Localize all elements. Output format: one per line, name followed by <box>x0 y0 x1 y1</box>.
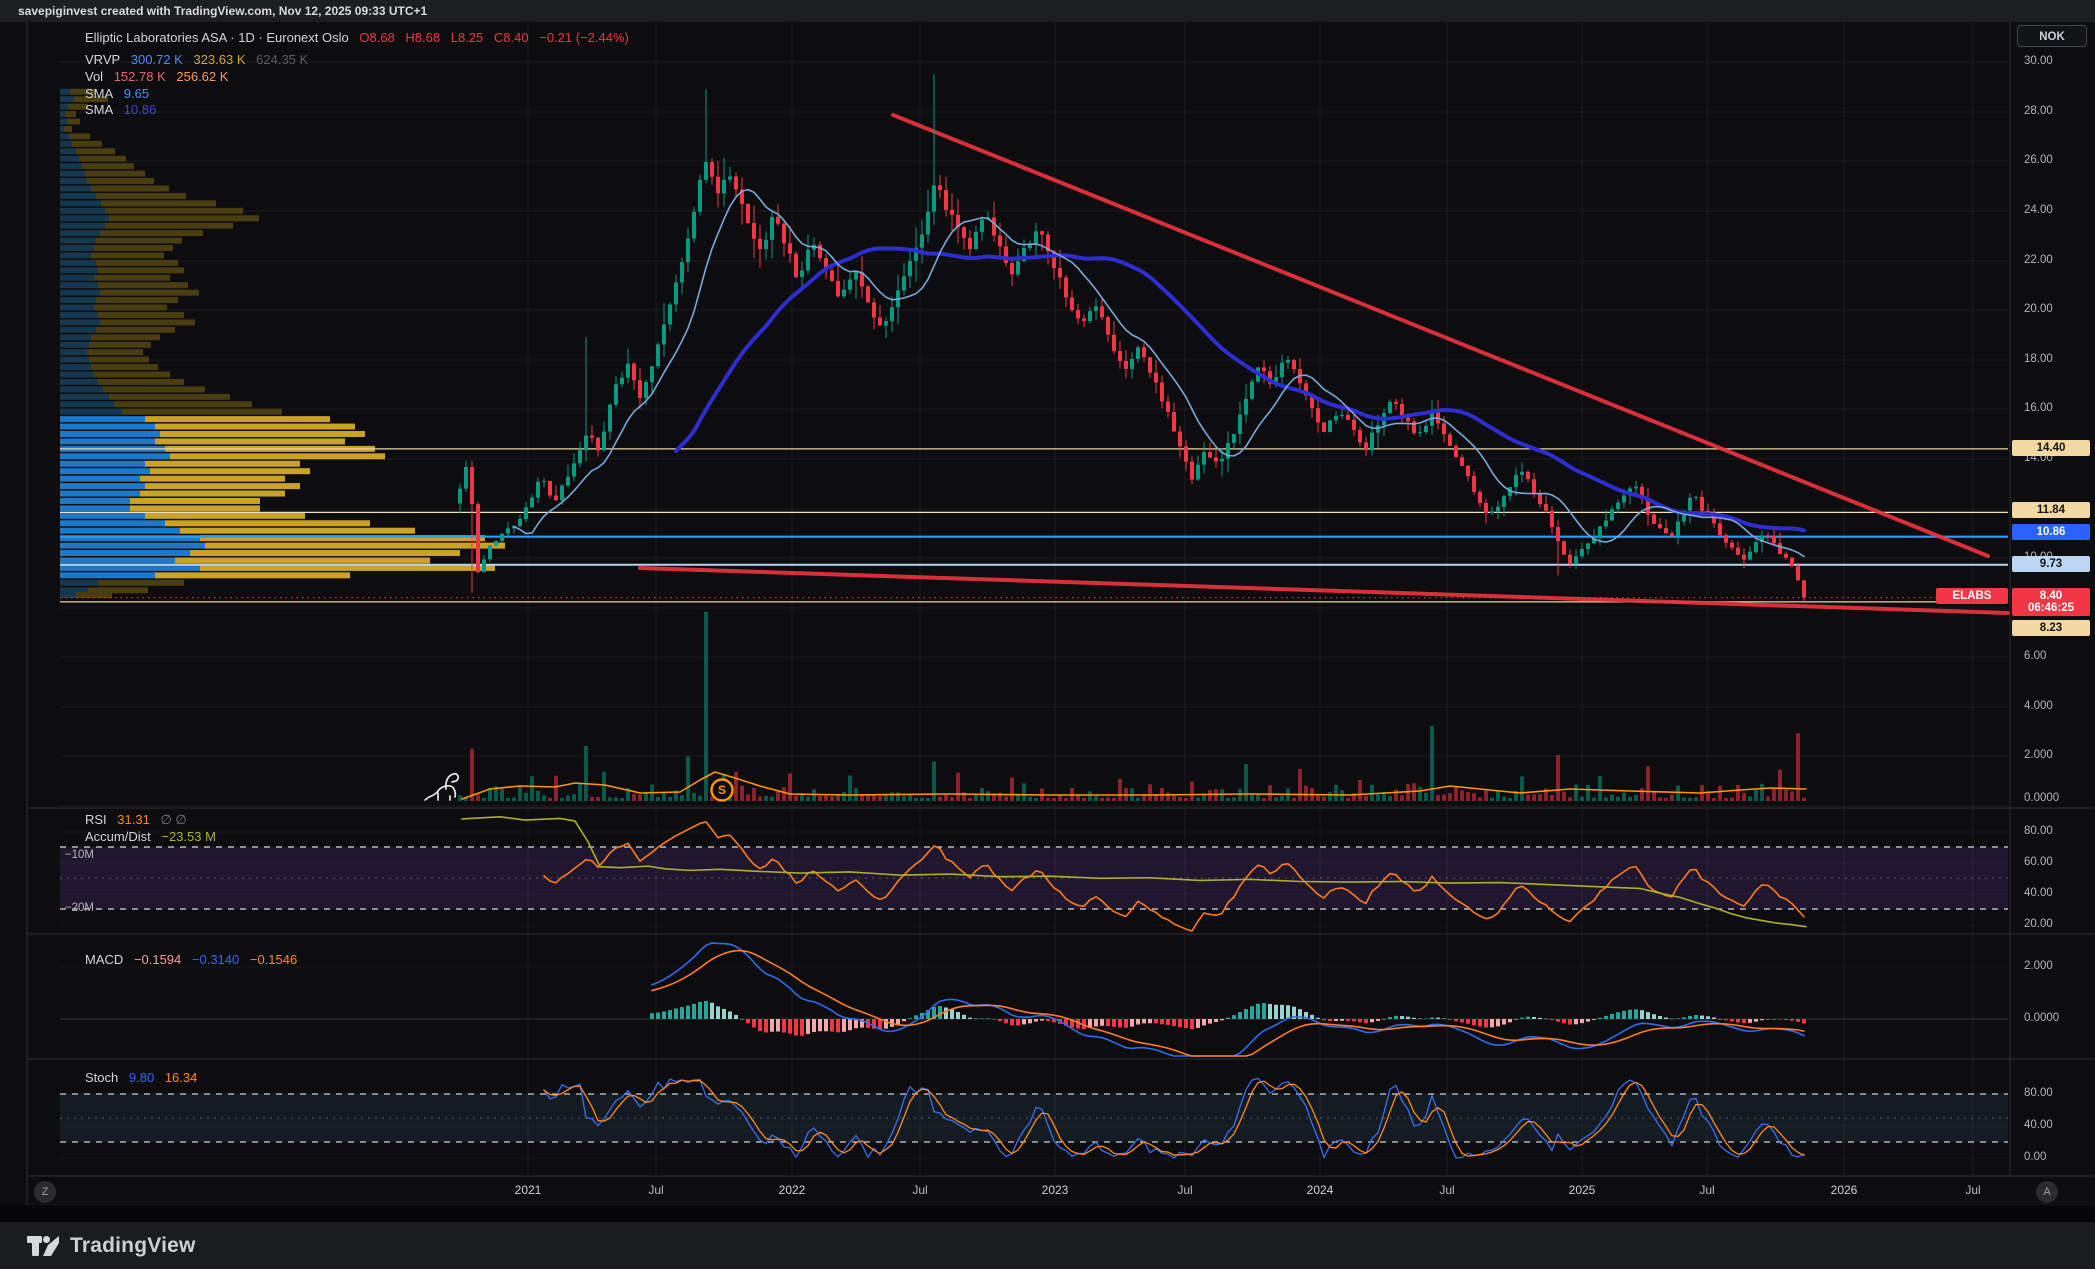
vol-value-2: 256.62 K <box>176 69 228 84</box>
sma-slow-label[interactable]: SMA <box>85 102 113 117</box>
price-axis-label: 0.0000 <box>2024 1012 2094 1024</box>
ohlc-change: −0.21 (−2.44%) <box>539 30 629 45</box>
price-axis-label: 80.00 <box>2024 1087 2094 1099</box>
countdown-timer: 06:46:25 <box>2012 602 2090 614</box>
price-axis-label: 40.00 <box>2024 1119 2094 1131</box>
price-axis-tag[interactable]: 8.23 <box>2012 620 2090 636</box>
price-axis-tag[interactable]: 9.73 <box>2012 556 2090 572</box>
sma-slow-value: 10.86 <box>124 102 157 117</box>
price-axis-label: 80.00 <box>2024 825 2094 837</box>
rsi-value: 31.31 <box>117 812 150 827</box>
time-axis-label: Jul <box>888 1183 952 1197</box>
ohlc-close: C8.40 <box>494 30 529 45</box>
price-axis-label: 20.00 <box>2024 918 2094 930</box>
price-axis-label: 4.000 <box>2024 700 2094 712</box>
time-axis-label: 2024 <box>1288 1183 1352 1197</box>
rsi-extra-icons: ∅ ∅ <box>160 812 186 827</box>
accum-dist-legend[interactable]: Accum/Dist −23.53 M <box>85 829 223 845</box>
time-axis-label: Jul <box>1415 1183 1479 1197</box>
macd-label[interactable]: MACD <box>85 952 123 967</box>
stoch-k-value: 9.80 <box>129 1070 154 1085</box>
footer-bar: TradingView <box>0 1222 2095 1269</box>
vrvp-label[interactable]: VRVP <box>85 52 120 67</box>
vol-label[interactable]: Vol <box>85 69 103 84</box>
price-axis-label: 60.00 <box>2024 856 2094 868</box>
price-axis-label: 2.000 <box>2024 749 2094 761</box>
sma-slow-legend[interactable]: SMA 10.86 <box>85 102 163 118</box>
stoch-legend[interactable]: Stoch 9.80 16.34 <box>85 1070 204 1086</box>
auto-scale-button[interactable]: A <box>2036 1181 2058 1203</box>
price-axis-label: 0.00 <box>2024 1151 2094 1163</box>
time-axis-label: Jul <box>624 1183 688 1197</box>
vrvp-legend[interactable]: VRVP 300.72 K 323.63 K 624.35 K <box>85 52 315 68</box>
macd-hist-value: −0.1594 <box>134 952 181 967</box>
price-axis-label: 28.00 <box>2024 105 2094 117</box>
tradingview-wordmark[interactable]: TradingView <box>70 1234 196 1258</box>
macd-signal-value: −0.1546 <box>250 952 297 967</box>
vrvp-value-1: 300.72 K <box>131 52 183 67</box>
price-axis-label: 26.00 <box>2024 154 2094 166</box>
bottom-gap <box>0 1205 2095 1222</box>
vrvp-value-3: 624.35 K <box>256 52 308 67</box>
price-axis-label: 2.000 <box>2024 960 2094 972</box>
sma-fast-label[interactable]: SMA <box>85 86 113 101</box>
sma-fast-value: 9.65 <box>124 86 149 101</box>
time-axis-label: 2023 <box>1023 1183 1087 1197</box>
accum-dist-value: −23.53 M <box>161 829 216 844</box>
timezone-button[interactable]: Z <box>34 1181 56 1203</box>
macd-line-value: −0.3140 <box>192 952 239 967</box>
ohlc-low: L8.25 <box>451 30 484 45</box>
time-axis-label: Jul <box>1941 1183 2005 1197</box>
left-axis-label: −10M <box>28 849 94 861</box>
time-axis-label: 2025 <box>1550 1183 1614 1197</box>
price-axis-tag[interactable]: 11.84 <box>2012 502 2090 518</box>
price-axis-label: 18.00 <box>2024 353 2094 365</box>
price-axis-label: 20.00 <box>2024 303 2094 315</box>
ohlc-high: H8.68 <box>405 30 440 45</box>
left-axis-label: −20M <box>28 902 94 914</box>
symbol-title[interactable]: Elliptic Laboratories ASA · 1D · Euronex… <box>85 30 349 45</box>
price-axis-tag[interactable]: 10.86 <box>2012 524 2090 540</box>
tradingview-snapshot: savepiginvest created with TradingView.c… <box>0 0 2095 1269</box>
price-axis-label: 16.00 <box>2024 402 2094 414</box>
symbol-price-tag: ELABS <box>1936 588 2008 604</box>
rsi-legend[interactable]: RSI 31.31 ∅ ∅ <box>85 812 194 828</box>
volume-legend[interactable]: Vol 152.78 K 256.62 K <box>85 69 235 85</box>
price-axis-tag[interactable]: 8.4006:46:25 <box>2012 588 2090 616</box>
rsi-label[interactable]: RSI <box>85 812 107 827</box>
stoch-label[interactable]: Stoch <box>85 1070 118 1085</box>
price-axis-label: 0.0000 <box>2024 792 2094 804</box>
macd-legend[interactable]: MACD −0.1594 −0.3140 −0.1546 <box>85 952 304 968</box>
time-axis-label: 2026 <box>1812 1183 1876 1197</box>
time-axis-label: Jul <box>1153 1183 1217 1197</box>
axis-label-layer: 30.00 28.00 26.00 24.00 22.00 20.00 18.00 16.00… <box>0 0 2095 1269</box>
time-axis-label: 2022 <box>760 1183 824 1197</box>
time-axis-label: 2021 <box>496 1183 560 1197</box>
accum-dist-label[interactable]: Accum/Dist <box>85 829 151 844</box>
price-axis-label: 30.00 <box>2024 55 2094 67</box>
sma-fast-legend[interactable]: SMA 9.65 <box>85 86 156 102</box>
currency-button[interactable]: NOK <box>2017 25 2087 47</box>
price-axis-label: 22.00 <box>2024 254 2094 266</box>
price-axis-label: 6.00 <box>2024 650 2094 662</box>
stoch-d-value: 16.34 <box>165 1070 198 1085</box>
vol-value-1: 152.78 K <box>114 69 166 84</box>
ohlc-open: O8.68 <box>359 30 394 45</box>
tradingview-logo[interactable] <box>26 1233 60 1259</box>
time-axis-label: Jul <box>1675 1183 1739 1197</box>
symbol-legend[interactable]: Elliptic Laboratories ASA · 1D · Euronex… <box>85 30 636 46</box>
price-axis-tag[interactable]: 14.40 <box>2012 440 2090 456</box>
vrvp-value-2: 323.63 K <box>193 52 245 67</box>
price-axis-label: 40.00 <box>2024 887 2094 899</box>
price-axis-label: 24.00 <box>2024 204 2094 216</box>
